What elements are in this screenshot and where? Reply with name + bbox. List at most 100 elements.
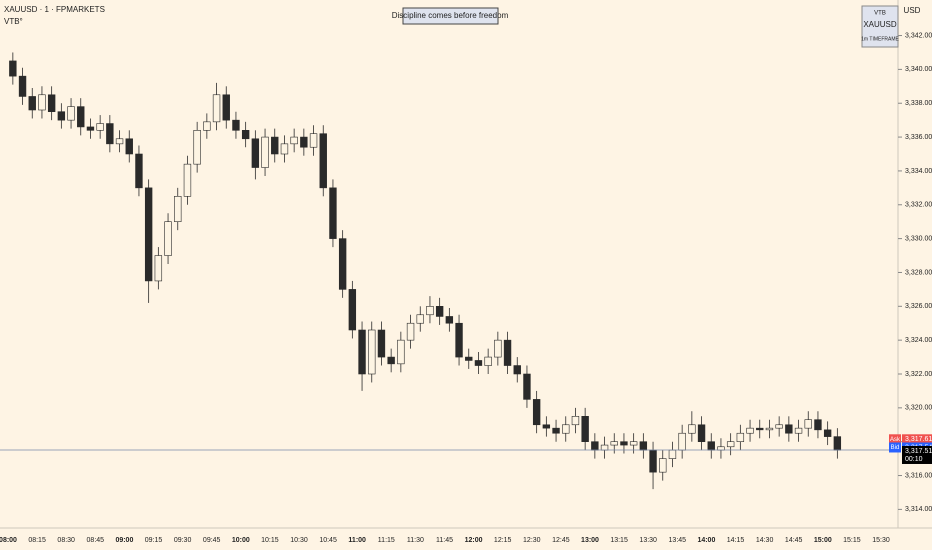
candle-body: [86, 126, 95, 131]
candle-body: [629, 441, 638, 446]
candle-body: [232, 119, 240, 131]
x-tick-label: 09:15: [145, 537, 163, 544]
candle-body: [513, 365, 521, 375]
quote-name: Ask: [890, 437, 901, 443]
candle-body: [309, 133, 318, 148]
candle-body: [28, 96, 36, 111]
candle-body: [368, 329, 376, 375]
info-line: VTB: [874, 11, 886, 17]
candle-body: [659, 458, 667, 473]
y-tick-label: 3,338.00: [905, 100, 932, 107]
candle-body: [125, 138, 133, 155]
candle-body: [552, 427, 560, 434]
candle-body: [736, 432, 745, 442]
candle-body: [416, 314, 424, 324]
x-tick-label: 08:45: [87, 537, 105, 544]
candle-body: [96, 123, 104, 131]
candle-body: [377, 329, 386, 358]
x-tick-label: 08:15: [28, 537, 46, 544]
y-tick-label: 3,334.00: [905, 168, 932, 175]
candle-body: [358, 329, 366, 375]
x-tick-label: 10:00: [232, 537, 250, 544]
candle-body: [678, 432, 686, 451]
x-tick-label: 08:00: [0, 537, 17, 544]
candle-body: [348, 289, 357, 331]
candle-body: [338, 238, 347, 290]
candle-body: [455, 322, 463, 358]
y-tick-label: 3,336.00: [905, 134, 932, 141]
y-tick-label: 3,342.00: [905, 32, 932, 39]
candle-body: [426, 306, 434, 316]
x-tick-label: 13:45: [669, 537, 687, 544]
candle-body: [591, 441, 599, 451]
x-tick-label: 15:30: [872, 537, 890, 544]
candle-body: [484, 356, 492, 366]
candle-body: [251, 138, 260, 168]
candle-body: [523, 373, 531, 400]
candle-body: [47, 94, 56, 112]
candle-body: [329, 187, 337, 239]
candle-body: [697, 424, 706, 442]
x-tick-label: 11:15: [378, 537, 395, 544]
candle-body: [106, 123, 114, 145]
candle-body: [688, 424, 696, 434]
x-tick-label: 12:45: [552, 537, 570, 544]
x-tick-label: 12:00: [465, 537, 483, 544]
y-tick-label: 3,328.00: [905, 269, 932, 276]
chart-title: XAUUSD · 1 · FPMARKETS: [4, 5, 105, 14]
x-tick-label: 09:00: [115, 537, 133, 544]
x-tick-label: 09:45: [203, 537, 221, 544]
candle-body: [241, 130, 250, 140]
candle-body: [222, 94, 230, 121]
last-price-box: [902, 445, 932, 464]
x-tick-label: 14:30: [756, 537, 774, 544]
candle-body: [794, 427, 803, 434]
candle-body: [620, 441, 628, 446]
candle-body: [474, 360, 483, 366]
x-tick-label: 15:00: [814, 537, 832, 544]
countdown: 00:10: [905, 456, 923, 463]
candle-body: [9, 60, 17, 77]
x-tick-label: 12:30: [523, 537, 541, 544]
y-tick-label: 3,324.00: [905, 337, 932, 344]
y-tick-label: 3,316.00: [905, 472, 932, 479]
x-tick-label: 08:30: [57, 537, 75, 544]
candle-body: [319, 133, 327, 189]
note-text: Discipline comes before freedom: [392, 11, 509, 20]
y-tick-label: 3,326.00: [905, 303, 932, 310]
candle-body: [212, 94, 221, 123]
candle-body: [707, 441, 715, 451]
candle-body: [261, 136, 269, 168]
candle-body: [18, 75, 27, 97]
candle-body: [600, 444, 609, 451]
candle-body: [290, 136, 298, 145]
x-tick-label: 14:15: [727, 537, 745, 544]
candle-body: [193, 130, 201, 165]
candle-body: [581, 416, 589, 442]
candle-body: [387, 356, 395, 365]
candle-body: [154, 255, 163, 282]
y-tick-label: 3,332.00: [905, 202, 932, 209]
x-tick-label: 13:30: [639, 537, 657, 544]
y-tick-label: 3,314.00: [905, 506, 932, 513]
x-tick-label: 09:30: [174, 537, 192, 544]
candle-body: [542, 424, 551, 429]
candle-body: [465, 356, 473, 361]
candle-body: [756, 427, 764, 431]
x-tick-label: 13:00: [581, 537, 599, 544]
candle-body: [67, 106, 75, 121]
currency-label: USD: [904, 6, 921, 15]
candle-body: [562, 424, 570, 434]
candle-body: [571, 416, 580, 426]
candle-body: [532, 399, 541, 426]
candle-body: [494, 339, 502, 358]
candle-body: [174, 196, 182, 222]
candle-body: [77, 106, 85, 128]
x-tick-label: 12:15: [494, 537, 512, 544]
candle-body: [183, 163, 192, 197]
info-line: 1m TIMEFRAME: [861, 36, 899, 42]
candle-body: [668, 449, 677, 459]
x-tick-label: 10:45: [319, 537, 337, 544]
candle-body: [804, 419, 812, 429]
